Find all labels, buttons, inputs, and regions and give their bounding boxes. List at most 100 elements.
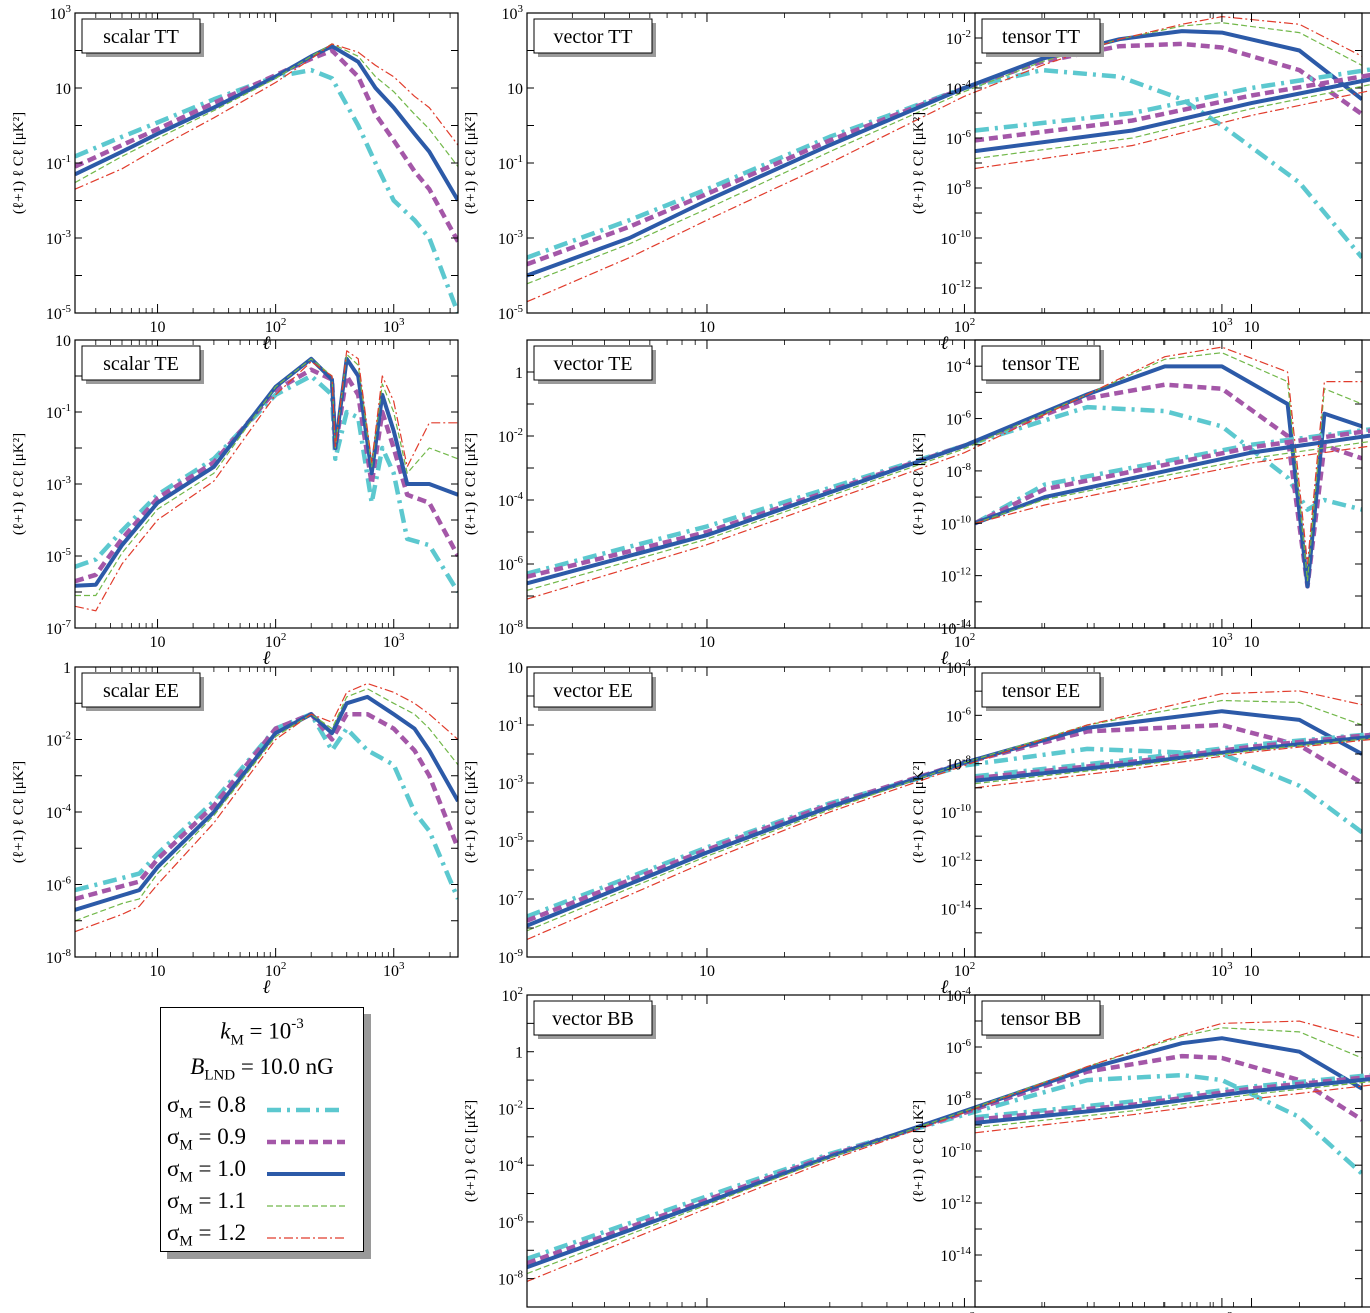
y-tick-label: 10-3 (46, 228, 72, 248)
y-tick-label: 10-1 (498, 715, 523, 735)
y-axis-label: (ℓ+1) ℓ Cℓ [μK²] (911, 433, 927, 535)
y-tick-label: 10-5 (46, 303, 72, 323)
panel-tensor-bb: 1010210310-1410-1210-1010-810-610-4ℓ(ℓ+1… (911, 985, 1370, 1308)
legend-key-0 (267, 1107, 345, 1113)
y-tick-label: 10-14 (940, 899, 971, 919)
series-sigma-1-0 (975, 433, 1370, 526)
panel-title: tensor TT (1002, 26, 1080, 48)
y-tick-label: 10-6 (946, 128, 972, 148)
y-tick-label: 10-2 (46, 730, 71, 750)
y-tick-label: 10-12 (940, 278, 971, 298)
series-sigma-0-8 (75, 67, 458, 313)
legend-key-2 (267, 1172, 345, 1176)
x-axis-label: ℓ (941, 648, 949, 669)
series-sigma-0-9 (527, 1053, 1362, 1266)
series-sigma-1-2 (975, 445, 1370, 524)
y-tick-label: 10-5 (498, 303, 524, 323)
x-tick-label: 102 (954, 960, 976, 980)
y-axis-label: (ℓ+1) ℓ Cℓ [μK²] (11, 433, 27, 535)
series-sigma-1-2 (527, 16, 1362, 303)
title-box (81, 345, 201, 381)
y-tick-label: 10-2 (498, 1098, 523, 1118)
y-tick-label: 10-7 (498, 889, 524, 909)
y-tick-label: 10-4 (946, 985, 972, 1005)
y-axis-label: (ℓ+1) ℓ Cℓ [μK²] (911, 112, 927, 214)
panel-tensor-tt: 1010210310-1210-1010-810-610-410-2ℓ(ℓ+1)… (911, 12, 1370, 336)
series-sigma-1-2 (975, 90, 1370, 170)
x-axis-label: ℓ (263, 333, 271, 354)
y-tick-label: 10-3 (498, 773, 524, 793)
panel-title: vector EE (553, 680, 632, 702)
series-sigma-1-1 (527, 699, 1362, 932)
y-tick-label: 10 (507, 660, 523, 677)
legend-entry-2: σM = 1.0 (167, 1156, 246, 1186)
x-tick-label: 102 (954, 1310, 976, 1313)
series-sigma-0-8 (75, 711, 458, 900)
x-axis-label: ℓ (263, 648, 271, 669)
y-tick-label: 10-2 (498, 426, 523, 446)
x-tick-label: 103 (1211, 316, 1233, 336)
y-axis-label: (ℓ+1) ℓ Cℓ [μK²] (463, 433, 479, 535)
x-tick-label: 102 (954, 631, 976, 651)
y-tick-label: 10-14 (940, 618, 971, 638)
x-axis-label: ℓ (263, 977, 271, 998)
x-tick-label: 102 (265, 316, 287, 336)
title-box (981, 1000, 1101, 1036)
y-tick-label: 1 (515, 365, 523, 382)
y-tick-label: 103 (502, 3, 524, 23)
series-sigma-1-2 (75, 682, 458, 933)
y-tick-label: 10-7 (46, 618, 72, 638)
series-sigma-1-2 (975, 1084, 1370, 1134)
series-sigma-0-9 (527, 382, 1362, 589)
panel-tensor-ee: 1010210310-1410-1210-1010-810-610-4ℓ(ℓ+1… (911, 657, 1370, 980)
legend-entry-4: σM = 1.2 (167, 1220, 246, 1250)
x-tick-label: 102 (265, 631, 287, 651)
series-sigma-1-2 (527, 690, 1362, 941)
series-sigma-1-2 (527, 1020, 1362, 1282)
series-sigma-1-0 (75, 44, 458, 202)
legend-entry-1: σM = 0.9 (167, 1124, 246, 1154)
y-axis-label: (ℓ+1) ℓ Cℓ [μK²] (911, 1100, 927, 1202)
x-tick-label: 102 (954, 316, 976, 336)
x-tick-label: 103 (1211, 960, 1233, 980)
y-tick-label: 10-8 (946, 178, 972, 198)
y-tick-label: 10-6 (498, 554, 524, 574)
y-axis-label: (ℓ+1) ℓ Cℓ [μK²] (911, 761, 927, 863)
panel-tensor-te: 1010210310-1410-1210-1010-810-610-4ℓ(ℓ+1… (911, 339, 1370, 651)
x-tick-label: 10 (150, 634, 166, 651)
x-tick-label: 102 (265, 960, 287, 980)
series-sigma-1-0 (975, 77, 1370, 154)
series-sigma-1-0 (975, 735, 1370, 783)
panel-title: tensor BB (1001, 1008, 1082, 1030)
panel-vector-ee: 10 102 103 10-9 10-7 10-5 10-3 10-1 10 ℓ (ℓ+1) ℓ C… (463, 660, 1363, 998)
panel-title: tensor TE (1002, 353, 1080, 375)
series-sigma-1-2 (975, 739, 1370, 789)
x-tick-label: 103 (383, 631, 405, 651)
y-tick-label: 1 (515, 1045, 523, 1062)
y-tick-label: 10-10 (940, 228, 971, 248)
y-tick-label: 1 (63, 660, 71, 677)
y-tick-label: 10-3 (46, 474, 72, 494)
series-sigma-0-8 (527, 746, 1362, 919)
y-tick-label: 10-6 (946, 409, 972, 429)
title-box (533, 18, 653, 54)
y-tick-label: 10-8 (946, 461, 972, 481)
x-tick-label: 103 (1211, 631, 1233, 651)
panel-title: scalar TE (103, 353, 179, 375)
series-sigma-0-8 (527, 1072, 1362, 1261)
series-sigma-0-9 (975, 1074, 1370, 1122)
y-tick-label: 10-10 (940, 802, 971, 822)
x-tick-label: 103 (383, 316, 405, 336)
y-tick-label: 10-6 (498, 1212, 524, 1232)
y-tick-label: 10-2 (946, 28, 971, 48)
y-tick-label: 10-1 (498, 153, 523, 173)
legend: kM = 10-3 BLND = 10.0 nG σM = 0.8 σM = 0… (160, 1007, 364, 1252)
y-tick-label: 10-4 (46, 802, 72, 822)
y-axis-label: (ℓ+1) ℓ Cℓ [μK²] (463, 1100, 479, 1202)
legend-key-4 (267, 1237, 345, 1239)
series-sigma-1-1 (75, 353, 458, 597)
y-tick-label: 10-9 (498, 947, 524, 967)
y-tick-label: 10-8 (46, 947, 72, 967)
series-sigma-1-2 (75, 350, 458, 612)
plot-frame (526, 339, 1363, 629)
